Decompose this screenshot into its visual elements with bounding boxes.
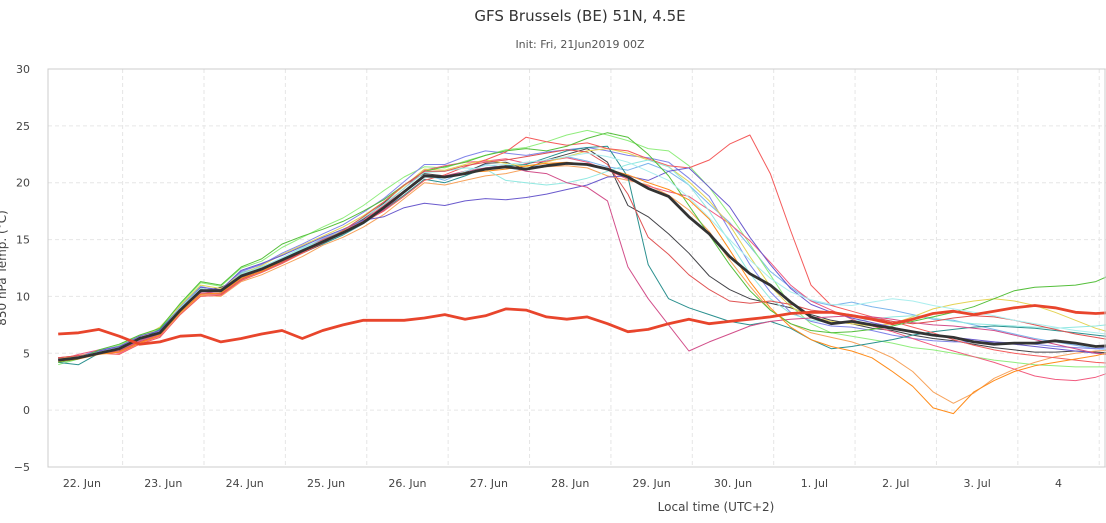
series-line-16 [58,149,1106,359]
x-tick-label: 30. Jun [714,477,752,490]
x-tick-label: 22. Jun [63,477,101,490]
series-line-10 [58,148,1106,360]
chart-subtitle: Init: Fri, 21Jun2019 00Z [515,38,645,51]
x-tick-label: 27. Jun [470,477,508,490]
x-tick-label: 26. Jun [388,477,426,490]
series-line-4 [58,148,1106,359]
y-tick-label: 25 [16,120,30,133]
y-axis-ticks: −5 0 5 10 15 20 25 30 [14,63,30,474]
y-tick-label: 30 [16,63,30,76]
x-tick-label: 4 [1055,477,1062,490]
series-line-12 [58,159,1106,362]
x-axis-ticks: 22. Jun 23. Jun 24. Jun 25. Jun 26. Jun 27. J… [63,477,1062,490]
series-line-6 [58,165,1106,404]
y-tick-label: 10 [16,290,30,303]
series-line-17 [58,152,1106,361]
series-line-8 [58,157,1106,382]
chart-title: GFS Brussels (BE) 51N, 4.5E [474,7,685,25]
series-line-2 [58,161,1106,362]
y-axis-title: 850 hPa Temp. (°C) [0,210,9,326]
series-line-13 [58,167,1106,361]
series-line-15 [58,132,1106,363]
y-tick-label: 0 [23,404,30,417]
y-tick-label: 5 [23,347,30,360]
y-tick-label: 20 [16,177,30,190]
x-tick-label: 23. Jun [144,477,182,490]
y-tick-label: 15 [16,234,30,247]
x-tick-label: 25. Jun [307,477,345,490]
x-tick-label: 2. Jul [882,477,909,490]
plot-border [47,68,1106,468]
series-line-11 [58,134,1106,364]
x-tick-label: 3. Jul [964,477,991,490]
series-line-1 [58,304,1106,346]
grid [48,68,1106,468]
y-tick-label: −5 [14,461,30,474]
x-tick-label: 1. Jul [801,477,828,490]
x-tick-label: 24. Jun [226,477,264,490]
x-tick-label: 28. Jun [551,477,589,490]
x-axis-title: Local time (UTC+2) [658,500,775,514]
x-tick-label: 29. Jun [633,477,671,490]
series-group [58,129,1106,415]
series-line-5 [58,129,1106,368]
